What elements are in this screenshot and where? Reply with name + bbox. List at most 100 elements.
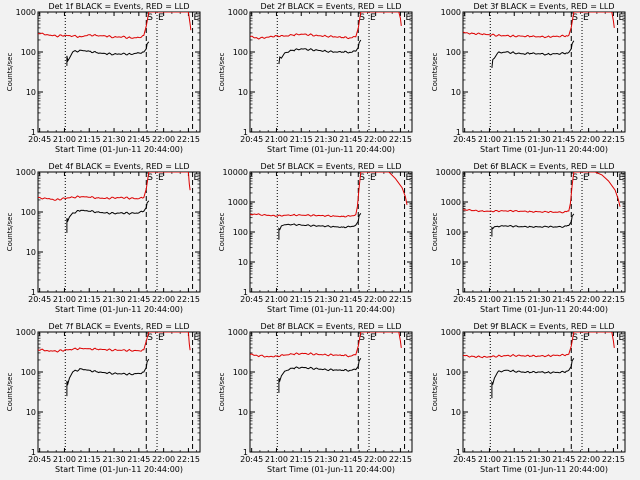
y-tick-label: 100	[446, 228, 461, 237]
x-tick-label: 21:45	[127, 295, 150, 304]
event-marker-label: E	[370, 333, 376, 343]
x-tick-label: 22:15	[602, 295, 625, 304]
x-tick-label: 21:00	[53, 455, 76, 464]
chart-panel: Det 3f BLACK = Events, RED = LLD 1 10 100 10…	[431, 2, 626, 154]
x-tick-label: 21:45	[552, 455, 575, 464]
y-tick-label: 100	[446, 48, 461, 57]
y-axis-label: Counts/sec	[431, 213, 439, 252]
x-tick-label: 21:30	[528, 295, 551, 304]
lld-series-line	[463, 332, 615, 359]
y-tick-label: 10	[238, 258, 248, 267]
event-marker-label: S	[147, 173, 153, 183]
y-tick-label: 1000	[441, 198, 461, 207]
event-marker-label: E	[194, 13, 200, 23]
y-tick-label: 1000	[16, 8, 36, 17]
x-tick-label: 22:00	[577, 295, 600, 304]
y-tick-label: 1000	[16, 168, 36, 177]
lld-series-line	[38, 172, 191, 201]
y-axis-label: Counts/sec	[218, 213, 226, 252]
y-tick-label: 10	[451, 258, 461, 267]
x-tick-label: 22:00	[364, 455, 387, 464]
chart-panel: Det 5f BLACK = Events, RED = LLD 1 10 100 10…	[218, 162, 413, 314]
event-marker-label: S	[359, 13, 365, 23]
chart-title: Det 3f BLACK = Events, RED = LLD	[473, 2, 614, 11]
x-tick-label: 21:45	[127, 455, 150, 464]
event-marker-label: S	[359, 333, 365, 343]
chart-title: Det 1f BLACK = Events, RED = LLD	[48, 2, 189, 11]
plot-frame	[37, 11, 201, 133]
x-tick-label: 21:00	[53, 295, 76, 304]
x-tick-label: 20:45	[240, 455, 263, 464]
chart-panel: Det 1f BLACK = Events, RED = LLD 1 10 100 10…	[6, 2, 201, 154]
y-tick-label: 1000	[228, 328, 248, 337]
lld-series-line	[250, 332, 402, 358]
x-tick-label: 21:00	[478, 295, 501, 304]
x-tick-label: 20:45	[28, 455, 51, 464]
y-tick-label: 1	[31, 128, 36, 137]
event-marker-label: E	[583, 173, 589, 183]
plot-frame	[462, 331, 626, 453]
event-marker-label: S	[147, 333, 153, 343]
y-axis-label: Counts/sec	[6, 213, 14, 252]
events-series-line	[278, 358, 362, 393]
events-series-line	[66, 200, 150, 233]
x-tick-label: 21:00	[53, 135, 76, 144]
event-marker-label: E	[406, 13, 412, 23]
x-tick-label: 22:00	[152, 135, 175, 144]
chart-title: Det 9f BLACK = Events, RED = LLD	[473, 322, 614, 331]
events-series-line	[66, 358, 150, 397]
chart-title: Det 7f BLACK = Events, RED = LLD	[48, 322, 189, 331]
chart-title: Det 2f BLACK = Events, RED = LLD	[260, 2, 401, 11]
events-series-line	[491, 40, 575, 68]
y-tick-label: 1000	[228, 198, 248, 207]
chart-panel: Det 4f BLACK = Events, RED = LLD 1 10 100 10…	[6, 162, 201, 314]
x-axis-label: Start Time (01-Jun-11 20:44:00)	[55, 465, 183, 474]
y-tick-label: 1000	[441, 8, 461, 17]
events-series-line	[491, 213, 575, 237]
y-tick-label: 10	[238, 408, 248, 417]
chart-panel: Det 2f BLACK = Events, RED = LLD 1 10 100 10…	[218, 2, 413, 154]
chart-title: Det 8f BLACK = Events, RED = LLD	[260, 322, 401, 331]
y-tick-label: 10000	[436, 168, 461, 177]
x-tick-label: 21:30	[528, 135, 551, 144]
y-tick-label: 1000	[441, 328, 461, 337]
event-marker-label: E	[619, 13, 625, 23]
x-tick-label: 22:00	[152, 455, 175, 464]
x-tick-label: 20:45	[453, 455, 476, 464]
event-marker-label: E	[583, 333, 589, 343]
plot-frame	[249, 331, 413, 453]
lld-series-line	[463, 12, 615, 39]
plot-frame	[249, 11, 413, 133]
x-tick-label: 21:00	[265, 135, 288, 144]
y-tick-label: 10	[26, 88, 36, 97]
lld-series-line	[250, 172, 408, 218]
x-tick-label: 20:45	[453, 135, 476, 144]
x-axis-label: Start Time (01-Jun-11 20:44:00)	[267, 145, 395, 154]
x-tick-label: 21:15	[78, 135, 101, 144]
x-tick-label: 21:30	[103, 295, 126, 304]
events-series-line	[278, 213, 362, 240]
event-marker-label: E	[194, 173, 200, 183]
lld-series-line	[38, 332, 191, 353]
event-marker-label: E	[619, 173, 625, 183]
chart-title: Det 4f BLACK = Events, RED = LLD	[48, 162, 189, 171]
y-tick-label: 10	[451, 88, 461, 97]
x-tick-label: 21:15	[290, 135, 313, 144]
x-axis-label: Start Time (01-Jun-11 20:44:00)	[480, 305, 608, 314]
y-tick-label: 100	[233, 228, 248, 237]
x-tick-label: 21:30	[103, 455, 126, 464]
event-marker-label: E	[158, 333, 164, 343]
x-tick-label: 21:15	[503, 295, 526, 304]
x-tick-label: 21:45	[552, 135, 575, 144]
event-marker-label: E	[158, 173, 164, 183]
x-tick-label: 21:00	[478, 455, 501, 464]
y-tick-label: 100	[21, 48, 36, 57]
plot-frame	[462, 171, 626, 293]
lld-series-line	[463, 172, 621, 214]
event-marker-label: S	[572, 13, 578, 23]
y-axis-label: Counts/sec	[6, 373, 14, 412]
y-axis-label: Counts/sec	[218, 373, 226, 412]
x-tick-label: 21:45	[552, 295, 575, 304]
event-marker-label: S	[572, 173, 578, 183]
